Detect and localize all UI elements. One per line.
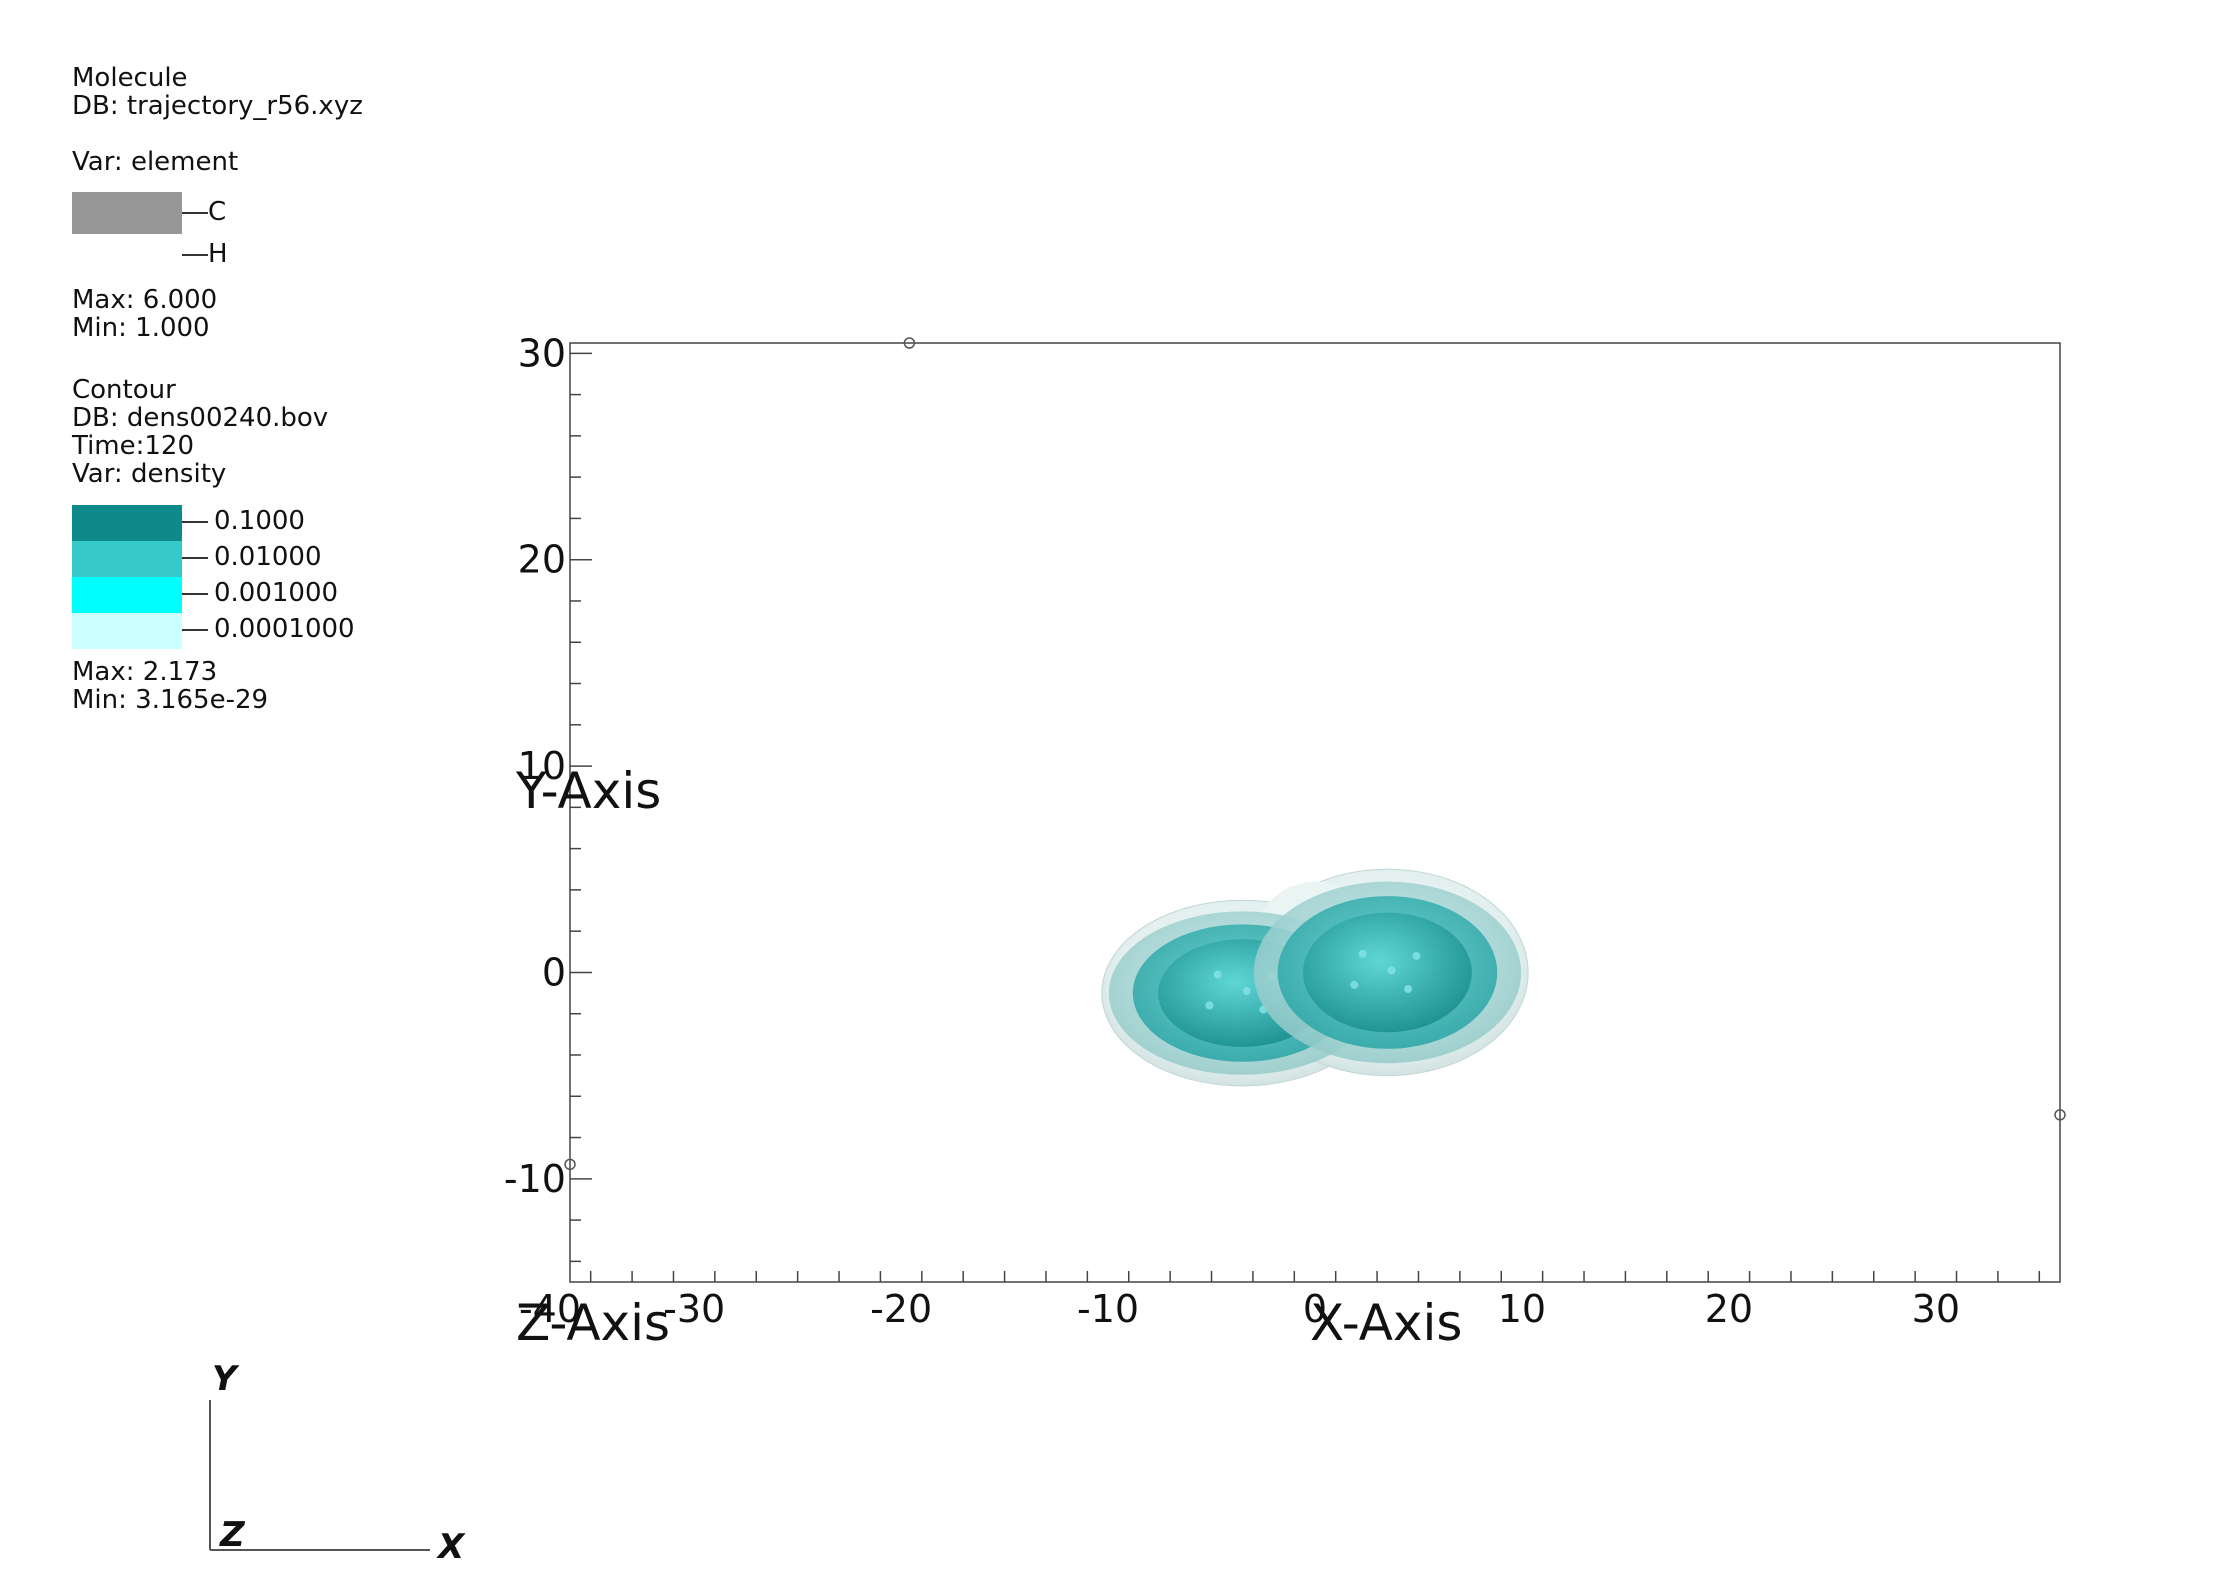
x-tick-label: -40 [519,1287,581,1331]
y-tick-label: 0 [542,950,566,994]
element-swatch-c [72,192,182,234]
axis-triad: Y Z X [209,1359,466,1567]
atom-marker [1242,987,1251,996]
corner-marker [564,1158,576,1171]
atom-marker [1404,984,1413,993]
contour-legend-max: Max: 2.173 [72,657,218,687]
atom-marker [1205,1001,1214,1010]
element-tick-h [182,254,208,256]
density-isosurface-group [1101,868,1529,1087]
element-label-h: H [208,239,228,269]
y-tick-label: 30 [518,331,566,375]
contour-level-label-2: 0.001000 [214,578,339,608]
contour-legend-var: Var: density [72,459,227,489]
corner-marker [2054,1109,2066,1121]
z-axis-title: Z-Axis [516,1294,670,1352]
contour-legend-title: Contour [72,375,176,405]
contour-tick-3 [182,629,208,631]
x-tick-label: 30 [1912,1287,1960,1331]
axis-labels-group: -40 -30 -20 -10 0 10 20 30 -10 0 10 20 30 Y-Axis X-Axi… [504,331,1960,1352]
contour-legend-db: DB: dens00240.bov [72,403,329,433]
x-axis-title: X-Axis [1310,1294,1462,1352]
element-swatch-h [72,234,182,276]
corner-marker [903,337,916,349]
contour-legend-min: Min: 3.165e-29 [72,685,269,715]
contour-swatch-0 [72,505,182,541]
x-tick-label: -10 [1077,1287,1139,1331]
triad-y-label: Y [212,1359,240,1399]
y-tick-label: -10 [504,1157,566,1201]
contour-swatch-1 [72,541,182,577]
element-label-c: C [208,197,227,227]
y-tick-label: 20 [518,538,566,582]
y-tick-label: 10 [518,744,566,788]
isosurface-core [1302,912,1472,1033]
contour-tick-0 [182,521,208,523]
atom-marker [1387,966,1396,975]
molecule-legend-min: Min: 1.000 [72,313,210,343]
molecule-legend-max: Max: 6.000 [72,285,218,315]
x-tick-label: 20 [1705,1287,1753,1331]
contour-swatch-3 [72,613,182,649]
element-tick-c [182,212,208,214]
axis-ticks-group [570,352,2041,1282]
atom-marker [1358,949,1367,958]
plot-frame [569,342,2061,1283]
x-tick-label: -30 [663,1287,725,1331]
plot-frame-group [564,337,2066,1283]
contour-level-label-1: 0.01000 [214,542,322,572]
triad-x-label: X [436,1527,466,1567]
contour-level-label-3: 0.0001000 [214,614,355,644]
x-tick-label: -20 [870,1287,932,1331]
triad-z-label: Z [219,1515,246,1555]
x-tick-label: 10 [1498,1287,1546,1331]
x-tick-label: 0 [1303,1287,1327,1331]
atom-marker [1350,980,1359,989]
contour-swatch-2 [72,577,182,613]
contour-tick-1 [182,557,208,559]
contour-legend-time: Time:120 [72,431,195,461]
atom-marker [1213,970,1222,979]
y-axis-title: Y-Axis [515,762,661,820]
molecule-legend-var: Var: element [72,147,239,177]
molecule-legend-title: Molecule [72,63,188,93]
contour-level-label-0: 0.1000 [214,506,305,536]
atom-marker [1412,951,1421,960]
contour-tick-2 [182,593,208,595]
molecule-legend-db: DB: trajectory_r56.xyz [72,91,363,121]
